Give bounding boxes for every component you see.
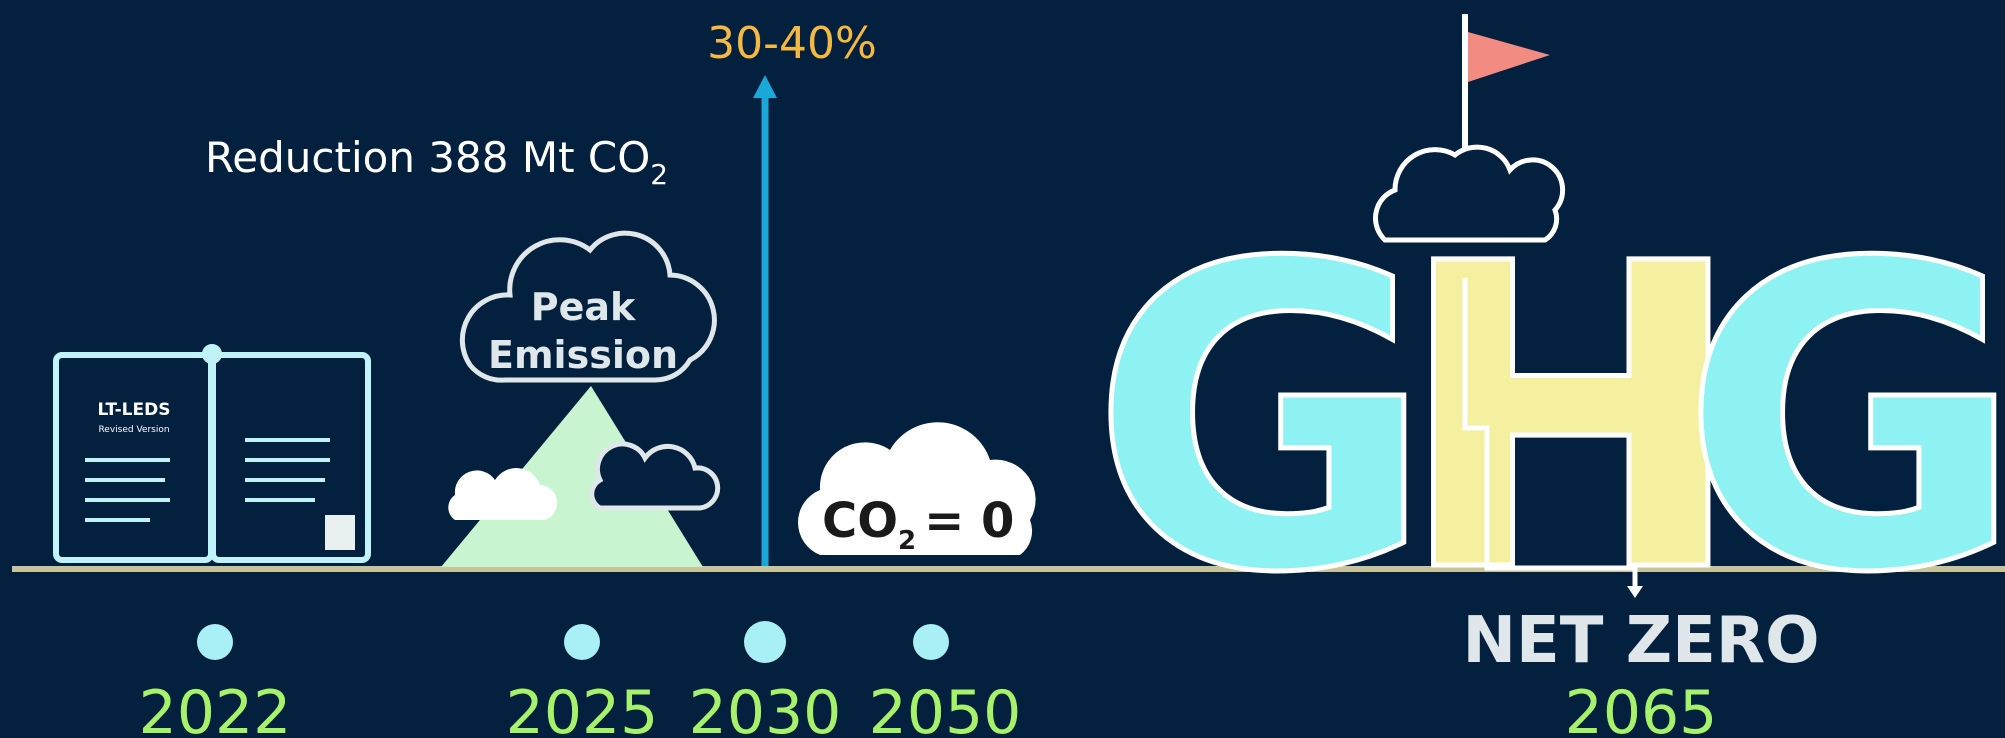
book-title: LT-LEDS — [98, 400, 171, 420]
net-zero-label: NET ZERO — [1462, 604, 1819, 678]
year-label: 2022 — [139, 678, 292, 738]
co2-equals: = 0 — [924, 493, 1014, 549]
ghg-word: GHG — [1090, 176, 2005, 665]
year-label: 2065 — [1565, 678, 1718, 738]
peak-label: Emission — [488, 333, 678, 377]
reduction-text: Reduction 388 Mt CO — [205, 133, 650, 182]
timeline-dot — [564, 624, 600, 660]
reduction-percent: 30-40% — [707, 18, 877, 69]
timeline-dot — [913, 624, 949, 660]
flag-cloud — [1376, 147, 1563, 240]
timeline-dot — [197, 624, 233, 660]
ghg-letter: G — [1680, 176, 2005, 665]
co2-text: CO — [822, 493, 898, 549]
book-subtitle: Revised Version — [98, 425, 169, 435]
infographic: LT-LEDS Revised Version Peak Emission 30… — [0, 0, 2005, 738]
timeline-dot — [744, 621, 786, 663]
ghg-letter: G — [1090, 176, 1435, 665]
reduction-subscript: 2 — [650, 158, 668, 191]
peak-label: Peak — [531, 285, 636, 329]
year-label: 2025 — [506, 678, 659, 738]
year-label: 2030 — [689, 678, 842, 738]
year-label: 2050 — [869, 678, 1022, 738]
co2-subscript: 2 — [898, 526, 916, 556]
